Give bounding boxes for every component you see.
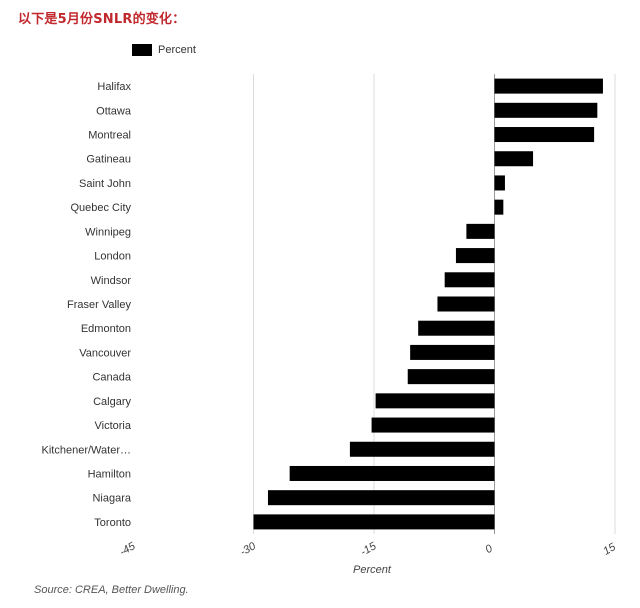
category-label: Fraser Valley — [67, 299, 131, 311]
category-label: Vancouver — [79, 347, 131, 359]
category-label: Victoria — [95, 420, 132, 432]
chart-legend: Percent — [132, 44, 196, 56]
bar — [418, 320, 495, 336]
bar — [466, 223, 495, 239]
category-label: Saint John — [79, 178, 131, 190]
x-axis-label: Percent — [353, 564, 392, 576]
bar — [289, 465, 495, 481]
category-label: Canada — [92, 372, 131, 384]
source-note: Source: CREA, Better Dwelling. — [34, 584, 189, 596]
bar — [494, 199, 504, 215]
category-label: Quebec City — [70, 202, 131, 214]
category-labels: Halifax Ottawa Montreal Gatineau Saint John Q… — [42, 81, 132, 529]
x-tick-label: 0 — [483, 542, 495, 556]
tick-labels: -45 -30 -15 0 15 — [118, 540, 619, 559]
bar — [494, 175, 505, 191]
category-label: Winnipeg — [85, 226, 131, 238]
category-label: Toronto — [94, 517, 131, 529]
bar — [444, 272, 495, 288]
category-label: Niagara — [92, 493, 131, 505]
x-tick-label: 15 — [601, 541, 618, 558]
legend-label: Percent — [158, 44, 196, 56]
category-label: Kitchener/Water… — [42, 444, 131, 456]
category-label: Edmonton — [81, 323, 131, 335]
category-label: London — [94, 251, 131, 263]
bar — [455, 248, 495, 264]
x-tick-label: -30 — [238, 540, 259, 559]
bar — [494, 78, 603, 94]
bar — [494, 151, 534, 167]
bar — [267, 490, 495, 506]
bar — [371, 417, 495, 433]
bar — [349, 441, 495, 457]
category-label: Gatineau — [86, 154, 131, 166]
bar — [437, 296, 495, 312]
category-label: Halifax — [97, 81, 131, 93]
category-label: Ottawa — [96, 105, 132, 117]
category-label: Montreal — [88, 130, 131, 142]
category-label: Calgary — [93, 396, 131, 408]
bar — [494, 102, 598, 118]
x-tick-label: -45 — [118, 540, 139, 559]
category-label: Windsor — [91, 275, 132, 287]
bar — [494, 127, 595, 143]
bar — [253, 514, 495, 530]
category-label: Hamilton — [88, 468, 131, 480]
bar — [410, 344, 495, 360]
bar — [375, 393, 495, 409]
legend-swatch — [132, 44, 152, 56]
x-tick-label: -15 — [359, 540, 380, 559]
page-heading: 以下是5月份SNLR的变化： — [18, 12, 186, 27]
grid-lines — [253, 74, 616, 534]
bar — [407, 369, 495, 385]
bars — [253, 78, 603, 530]
